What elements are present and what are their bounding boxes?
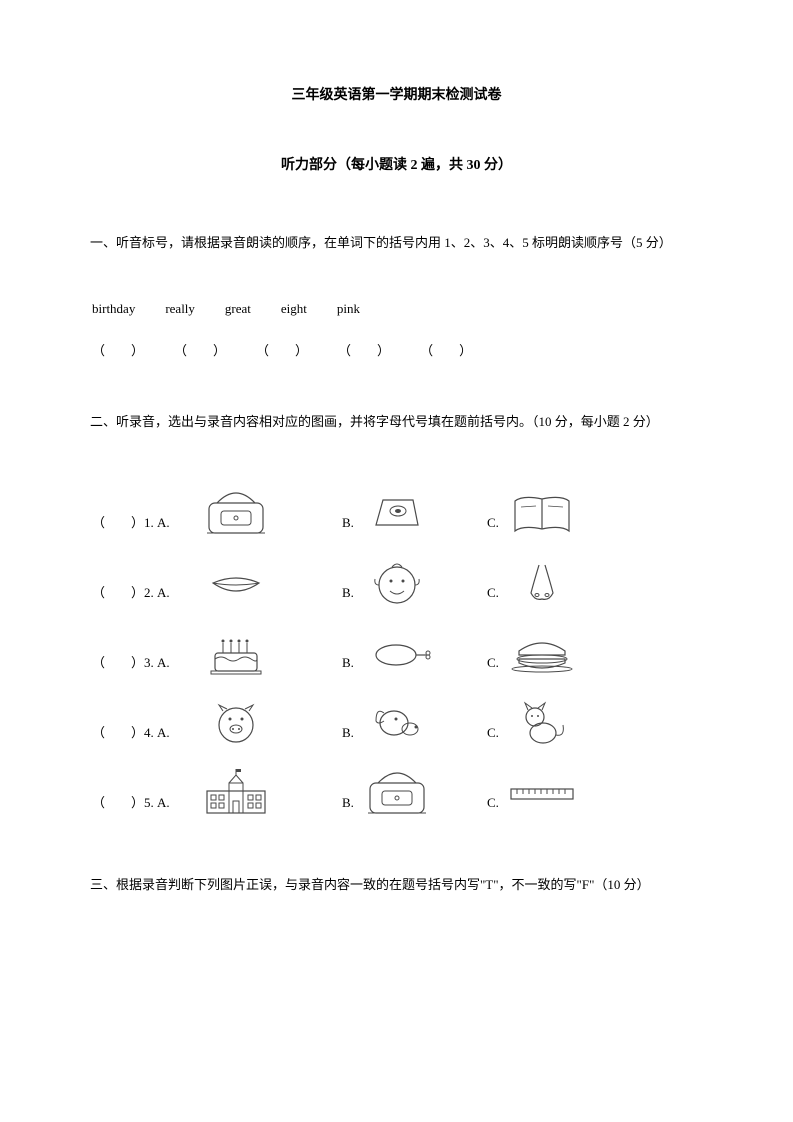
opt-label: C. <box>487 653 499 680</box>
q2-prefix-3[interactable]: （ ）3. A. <box>92 653 197 680</box>
face-icon <box>358 555 436 610</box>
opt-label: C. <box>487 723 499 750</box>
page-title: 三年级英语第一学期期末检测试卷 <box>90 85 703 107</box>
q2-r5-opt1 <box>197 765 342 820</box>
section2-heading: 二、听录音，选出与录音内容相对应的图画，并将字母代号填在题前括号内。（10 分，… <box>90 412 703 433</box>
q2-row-2: （ ）2. A. B. C. <box>92 548 703 610</box>
q2-row-3: （ ）3. A. B. C. <box>92 618 703 680</box>
opt-label: B. <box>342 653 354 680</box>
q2-r3-opt3: C. <box>487 625 632 680</box>
q2-row-5: （ ）5. A. B. C. <box>92 758 703 820</box>
book-icon <box>503 485 581 540</box>
question2-list: （ ）1. A.B.C.（ ）2. A.B.C.（ ）3. A.B.C.（ ）4… <box>92 478 703 820</box>
q2-r4-opt2: B. <box>342 695 487 750</box>
hamburger-icon <box>503 625 581 680</box>
q2-r5-opt2: B. <box>342 765 487 820</box>
paren-2[interactable]: （ ） <box>174 341 226 362</box>
school-icon <box>197 765 275 820</box>
word-2: really <box>165 299 195 320</box>
word-1: birthday <box>92 299 135 320</box>
listening-subtitle: 听力部分（每小题读 2 遍，共 30 分） <box>90 155 703 177</box>
paren-3[interactable]: （ ） <box>256 341 308 362</box>
q2-prefix-1[interactable]: （ ）1. A. <box>92 513 197 540</box>
q2-r4-opt1 <box>197 695 342 750</box>
q2-row-1: （ ）1. A. B. C. <box>92 478 703 540</box>
q2-r2-opt3: C. <box>487 555 632 610</box>
q2-prefix-2[interactable]: （ ）2. A. <box>92 583 197 610</box>
q2-r4-opt3: C. <box>487 695 632 750</box>
word-row: birthday really great eight pink <box>90 299 703 320</box>
cake-icon <box>197 625 275 680</box>
cat-icon <box>503 695 581 750</box>
q2-prefix-4[interactable]: （ ）4. A. <box>92 723 197 750</box>
paren-4[interactable]: （ ） <box>338 341 390 362</box>
sharpener-icon <box>358 485 436 540</box>
q2-r3-opt1 <box>197 625 342 680</box>
opt-label: C. <box>487 583 499 610</box>
opt-label: C. <box>487 513 499 540</box>
q2-row-4: （ ）4. A. B. C. <box>92 688 703 750</box>
dog-icon <box>358 695 436 750</box>
pig-icon <box>197 695 275 750</box>
section3-heading: 三、根据录音判断下列图片正误，与录音内容一致的在题号括号内写"T"，不一致的写"… <box>90 875 703 896</box>
opt-label: B. <box>342 583 354 610</box>
q2-r2-opt1 <box>197 555 342 610</box>
opt-label: B. <box>342 793 354 820</box>
chicken-icon <box>358 625 436 680</box>
q2-prefix-5[interactable]: （ ）5. A. <box>92 793 197 820</box>
section1-heading: 一、听音标号，请根据录音朗读的顺序，在单词下的括号内用 1、2、3、4、5 标明… <box>90 233 703 254</box>
q2-r5-opt3: C. <box>487 765 632 820</box>
paren-row: （ ） （ ） （ ） （ ） （ ） <box>90 341 703 362</box>
opt-label: C. <box>487 793 499 820</box>
q2-r2-opt2: B. <box>342 555 487 610</box>
bag-icon <box>197 485 275 540</box>
opt-label: B. <box>342 723 354 750</box>
mouth-icon <box>197 555 275 610</box>
q2-r3-opt2: B. <box>342 625 487 680</box>
q2-r1-opt2: B. <box>342 485 487 540</box>
q2-r1-opt1 <box>197 485 342 540</box>
nose-icon <box>503 555 581 610</box>
word-3: great <box>225 299 251 320</box>
q2-r1-opt3: C. <box>487 485 632 540</box>
opt-label: B. <box>342 513 354 540</box>
paren-1[interactable]: （ ） <box>92 341 144 362</box>
bag-icon <box>358 765 436 820</box>
word-5: pink <box>337 299 360 320</box>
word-4: eight <box>281 299 307 320</box>
paren-5[interactable]: （ ） <box>420 341 472 362</box>
ruler-icon <box>503 765 581 820</box>
